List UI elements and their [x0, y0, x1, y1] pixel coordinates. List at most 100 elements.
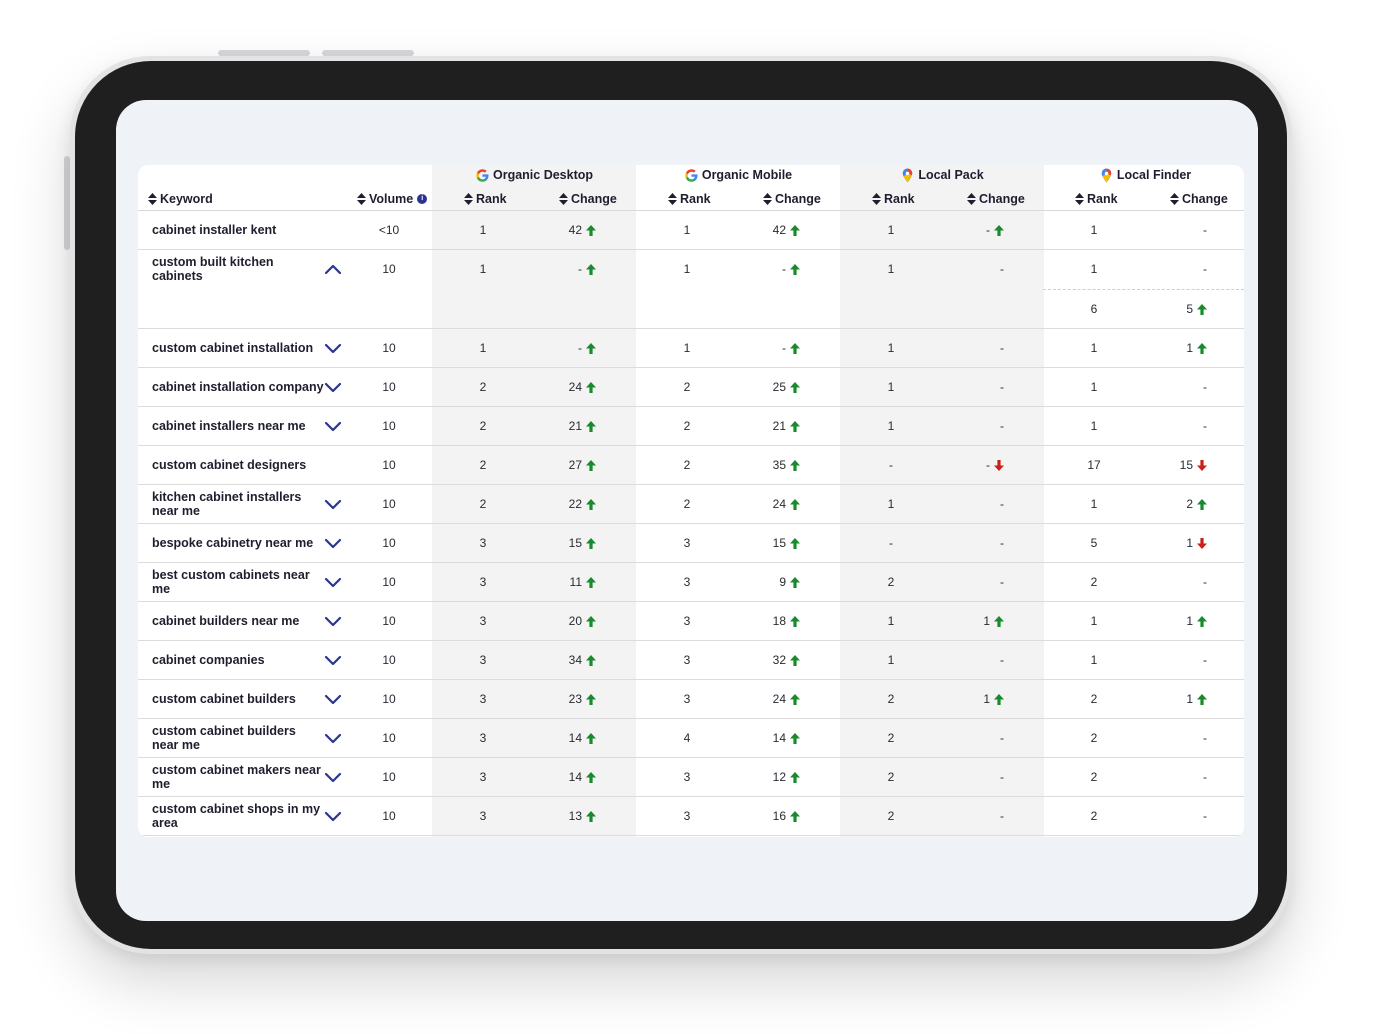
map-pin-icon	[1101, 168, 1112, 182]
change-value: 15	[720, 524, 800, 562]
table-row[interactable]: custom cabinet shops in my area 10 3 13 3 16 2…	[138, 797, 1244, 836]
arrow-up-icon	[790, 537, 800, 549]
rank-value: 2	[887, 809, 895, 823]
change-value: 14	[516, 758, 596, 796]
rank-value: 2	[683, 380, 691, 394]
change-value: -	[924, 211, 1004, 249]
expand-chevron-icon[interactable]	[324, 808, 342, 824]
change-value: 1	[924, 680, 1004, 718]
arrow-up-icon	[586, 498, 596, 510]
expand-chevron-icon[interactable]	[324, 730, 342, 746]
volume-down-button	[322, 50, 414, 56]
table-row[interactable]: cabinet installation company 10 2 24 2 25 1 - 1 -	[138, 368, 1244, 407]
table-row[interactable]: cabinet companies 10 3 34 3 32 1 - 1 -	[138, 641, 1244, 680]
expand-chevron-icon[interactable]	[324, 535, 342, 551]
keyword-header[interactable]: Keyword	[148, 189, 213, 209]
sort-icon	[872, 193, 881, 205]
expand-chevron-icon[interactable]	[324, 340, 342, 356]
change-value: -	[720, 329, 800, 367]
google-icon	[685, 168, 698, 182]
arrow-up-icon	[1197, 693, 1207, 705]
expand-chevron-icon[interactable]	[324, 613, 342, 629]
keyword-header-label: Keyword	[160, 192, 213, 206]
change-number: 1	[1186, 614, 1193, 628]
arrow-up-icon	[790, 576, 800, 588]
table-row[interactable]: custom cabinet designers 10 2 27 2 35 - - 17 15	[138, 446, 1244, 485]
group-title: Organic Desktop	[492, 168, 594, 182]
rank-value: -	[889, 536, 893, 550]
table-row[interactable]: custom cabinet builders near me 10 3 14 4 14 2…	[138, 719, 1244, 758]
change-number: -	[1000, 380, 1004, 394]
change-header[interactable]: Change	[1170, 189, 1228, 209]
expand-chevron-icon[interactable]	[324, 769, 342, 785]
change-value: 24	[516, 368, 596, 406]
volume-cell: 10	[382, 731, 396, 745]
arrow-up-icon	[790, 224, 800, 236]
expand-chevron-icon[interactable]	[324, 379, 342, 395]
table-row[interactable]: bespoke cabinetry near me 10 3 15 3 15 - - 5 1	[138, 524, 1244, 563]
local-pack-column-shade	[840, 165, 1044, 837]
change-value: -	[1127, 250, 1207, 288]
info-icon[interactable]: i	[417, 194, 428, 204]
change-value: 35	[720, 446, 800, 484]
table-row[interactable]: custom cabinet installation 10 1 - 1 - 1 - 1 1	[138, 329, 1244, 368]
rank-header[interactable]: Rank	[668, 189, 711, 209]
rank-value: 2	[683, 497, 691, 511]
arrow-up-icon	[586, 576, 596, 588]
table-row[interactable]: custom cabinet builders 10 3 23 3 24 2 1 2 1	[138, 680, 1244, 719]
rank-value: 2	[1090, 731, 1098, 745]
arrow-up-icon	[790, 498, 800, 510]
arrow-up-icon	[586, 420, 596, 432]
rank-value: 1	[479, 223, 487, 237]
change-number: -	[1000, 575, 1004, 589]
table-row[interactable]: best custom cabinets near me 10 3 11 3 9 2 - 2 -	[138, 563, 1244, 602]
change-number: -	[1203, 731, 1207, 745]
change-header[interactable]: Change	[967, 189, 1025, 209]
rank-header[interactable]: Rank	[1075, 189, 1118, 209]
table-row[interactable]: kitchen cabinet installers near me 10 2 22 2…	[138, 485, 1244, 524]
table-row[interactable]: custom cabinet makers near me 10 3 14 3 12 2 - 2…	[138, 758, 1244, 797]
volume-cell: 10	[382, 419, 396, 433]
arrow-up-icon	[790, 732, 800, 744]
table-row[interactable]: cabinet installers near me 10 2 21 2 21 1 - 1 -	[138, 407, 1244, 446]
sort-icon	[357, 193, 366, 205]
rank-header[interactable]: Rank	[464, 189, 507, 209]
tablet-frame: Organic Desktop Organic Mobile Local Pack L…	[70, 56, 1292, 954]
rank-value: 1	[1090, 497, 1098, 511]
rank-value: 17	[1087, 458, 1101, 472]
rank-value: 1	[1090, 653, 1098, 667]
volume-header[interactable]: Volume i	[357, 189, 428, 209]
change-value: 1	[1127, 602, 1207, 640]
group-title: Local Pack	[918, 168, 984, 182]
change-value: 2	[1127, 485, 1207, 523]
table-row[interactable]: cabinet installer kent <10 1 42 1 42 1 - 1 -	[138, 211, 1244, 250]
rank-value: 5	[1090, 536, 1098, 550]
change-value: -	[516, 250, 596, 288]
arrow-up-icon	[586, 537, 596, 549]
arrow-up-icon	[1197, 498, 1207, 510]
arrow-up-icon	[586, 381, 596, 393]
expand-chevron-icon[interactable]	[324, 418, 342, 434]
table-row[interactable]: cabinet builders near me 10 3 20 3 18 1 1 1 1	[138, 602, 1244, 641]
rank-header[interactable]: Rank	[872, 189, 915, 209]
expand-chevron-icon[interactable]	[324, 574, 342, 590]
change-value: 11	[516, 563, 596, 601]
rank-value: 3	[683, 575, 691, 589]
rank-value: 3	[683, 536, 691, 550]
change-header[interactable]: Change	[559, 189, 617, 209]
arrow-up-icon	[586, 732, 596, 744]
change-header[interactable]: Change	[763, 189, 821, 209]
change-number: -	[1203, 653, 1207, 667]
change-number: 14	[772, 731, 786, 745]
arrow-up-icon	[790, 342, 800, 354]
expand-chevron-icon[interactable]	[324, 496, 342, 512]
group-header-local-pack: Local Pack	[840, 165, 1044, 185]
collapse-chevron-icon[interactable]	[324, 261, 342, 277]
rank-value: 2	[479, 497, 487, 511]
table-row[interactable]: custom built kitchen cabinets 10 1 - 1 - 1 - 1 - 6…	[138, 250, 1244, 329]
rank-value: 2	[887, 575, 895, 589]
expand-chevron-icon[interactable]	[324, 652, 342, 668]
expand-chevron-icon[interactable]	[324, 691, 342, 707]
change-value: 14	[516, 719, 596, 757]
keyword-cell: custom cabinet makers near me	[152, 763, 321, 791]
